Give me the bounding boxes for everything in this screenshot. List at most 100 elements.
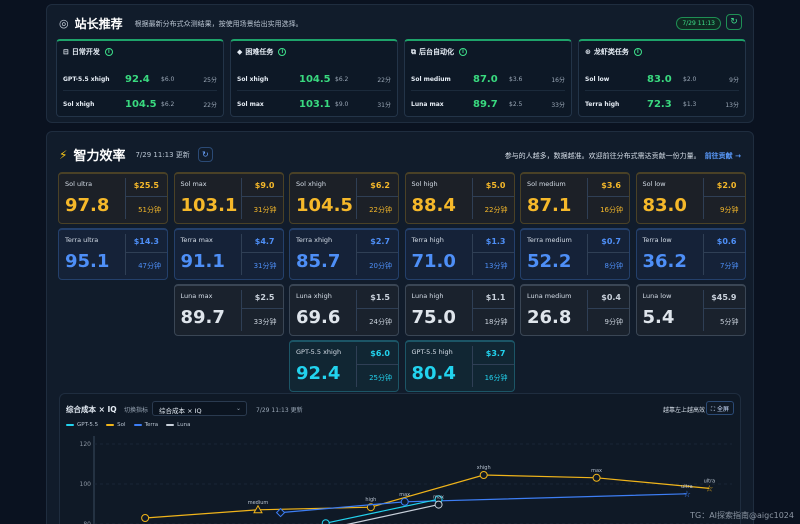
- divider: [125, 234, 126, 275]
- model-card-luna[interactable]: Luna medium 26.8 $0.4 9分钟: [520, 284, 630, 336]
- model-card-sol[interactable]: Sol low 83.0 $2.0 9分钟: [635, 172, 746, 224]
- info-icon[interactable]: i: [459, 48, 467, 56]
- info-icon[interactable]: i: [104, 48, 113, 56]
- model-card-gpt[interactable]: GPT-5.5 high 80.4 $3.7 16分钟: [404, 340, 515, 392]
- recommendation-card[interactable]: ⧉ 后台自动化 i Sol medium 87.0 $3.6 16分 Luna max 89.7…: [404, 39, 572, 117]
- divider: [472, 308, 514, 309]
- model-card-terra[interactable]: Terra ultra 95.1 $14.3 47分钟: [58, 228, 168, 280]
- data-point: [253, 504, 263, 514]
- divider: [472, 364, 514, 365]
- model-name: Terra high: [411, 236, 444, 244]
- divider: [471, 346, 473, 387]
- data-point-label: max: [433, 495, 444, 501]
- model-card-sol[interactable]: Sol high 88.4 $5.0 22分钟: [404, 172, 515, 224]
- model-iq-score: 85.7: [296, 251, 341, 272]
- recommendation-title: 站长推荐: [74, 17, 123, 31]
- model-card-sol[interactable]: Sol xhigh 104.5 $6.2 22分钟: [289, 172, 399, 224]
- chart-legend: GPT-5.5 Sol Terra Luna: [66, 422, 190, 428]
- efficiency-panel: ⚡ 智力效率 7/29 11:13 更新 ↻ 参与的人越多，数据越准。欢迎前往分…: [46, 131, 754, 524]
- model-cost: $5.0: [485, 181, 506, 190]
- chevron-down-icon: ⌄: [235, 405, 241, 412]
- model-card-terra[interactable]: Terra xhigh 85.7 $2.7 20分钟: [289, 228, 399, 280]
- model-iq-score: 52.2: [527, 251, 572, 272]
- model-cost: $0.4: [601, 293, 621, 302]
- model-card-terra[interactable]: Terra max 91.1 $4.7 31分钟: [173, 228, 284, 280]
- y-tick-label: 100: [80, 481, 92, 488]
- legend-item[interactable]: Luna: [166, 422, 190, 428]
- recommendation-row: Sol medium 87.0 $3.6 16分: [411, 69, 565, 91]
- contribute-link[interactable]: 前往贡献 →: [704, 152, 741, 160]
- legend-item[interactable]: Terra: [133, 422, 158, 428]
- model-time: 31分钟: [253, 206, 277, 214]
- model-time: 9分: [729, 77, 739, 84]
- fullscreen-button[interactable]: ⛶ 全屏: [705, 401, 734, 415]
- recommendation-card[interactable]: ◆ 困难任务 i Sol xhigh 104.5 $6.2 22分 Sol max 103.1 $…: [230, 39, 398, 117]
- model-time: 22分钟: [484, 206, 508, 214]
- model-card-sol[interactable]: Sol max 103.1 $9.0 31分钟: [173, 172, 284, 224]
- model-card-gpt[interactable]: GPT-5.5 xhigh 92.4 $6.0 25分钟: [289, 340, 399, 392]
- refresh-icon[interactable]: ↻: [726, 14, 742, 30]
- info-icon[interactable]: i: [278, 48, 287, 56]
- metric-select[interactable]: 综合成本 × IQ ⌄: [152, 401, 247, 416]
- divider: [357, 252, 398, 253]
- model-iq-score: 26.8: [527, 307, 572, 328]
- model-card-terra[interactable]: Terra low 36.2 $0.6 7分钟: [635, 228, 746, 280]
- model-name: Luna max: [180, 292, 213, 300]
- model-cost: $6.2: [370, 181, 390, 190]
- divider: [588, 308, 629, 309]
- legend-item[interactable]: Sol: [106, 422, 126, 428]
- info-icon[interactable]: i: [633, 48, 642, 56]
- model-cost: $3.7: [485, 349, 506, 358]
- model-cost: $2.0: [716, 181, 737, 190]
- model-cost: $25.5: [133, 181, 159, 190]
- model-card-luna[interactable]: Luna low 5.4 $45.9 5分钟: [635, 284, 746, 336]
- model-card-terra[interactable]: Terra high 71.0 $1.3 13分钟: [404, 228, 515, 280]
- recommendation-card[interactable]: ⊛ 龙虾类任务 i Sol low 83.0 $2.0 9分 Terra high 72.3 $1…: [578, 39, 746, 117]
- model-card-luna[interactable]: Luna max 89.7 $2.5 33分钟: [173, 284, 284, 336]
- divider: [703, 252, 745, 253]
- model-iq-score: 71.0: [411, 251, 456, 272]
- refresh-icon[interactable]: ↻: [197, 147, 213, 162]
- model-cost: $2.0: [683, 76, 697, 83]
- chart-update-time: 7/29 11:13 更新: [256, 407, 303, 414]
- model-time: 7分钟: [720, 262, 739, 270]
- model-iq-score: 36.2: [642, 251, 687, 272]
- model-time: 13分: [725, 101, 739, 109]
- model-card-luna[interactable]: Luna xhigh 69.6 $1.5 24分钟: [289, 284, 399, 336]
- data-point: ☆: [705, 484, 713, 494]
- recommendation-header: ◎ 站长推荐 根据最新分布式众测结果，按使用场景给出实用选择。: [59, 15, 303, 32]
- recommendation-card-header: ◆ 困难任务 i: [237, 47, 287, 57]
- data-point-label: high: [365, 497, 376, 503]
- update-time-badge: 7/29 11:13: [676, 17, 721, 30]
- model-card-luna[interactable]: Luna high 75.0 $1.1 18分钟: [404, 284, 515, 336]
- model-name: Sol max: [180, 180, 207, 188]
- legend-item[interactable]: GPT-5.5: [66, 422, 98, 428]
- divider: [702, 234, 704, 275]
- model-name: Sol xhigh: [296, 180, 326, 188]
- divider: [241, 252, 283, 253]
- model-card-sol[interactable]: Sol medium 87.1 $3.6 16分钟: [520, 172, 630, 224]
- divider: [357, 308, 398, 309]
- recommendation-card[interactable]: ⊟ 日常开发 i GPT-5.5 xhigh 92.4 $6.0 25分 Sol xhigh 1…: [56, 39, 224, 117]
- data-point-label: ultra: [704, 478, 716, 484]
- model-cost: $1.1: [485, 293, 506, 302]
- model-card-sol[interactable]: Sol ultra 97.8 $25.5 51分钟: [58, 172, 168, 224]
- model-score: 89.7: [473, 98, 498, 110]
- data-point: [592, 473, 601, 482]
- model-name: Terra high: [585, 100, 620, 108]
- efficiency-update-time: 7/29 11:13 更新: [135, 150, 190, 159]
- bolt-icon: ⚡: [59, 147, 68, 162]
- model-iq-score: 75.0: [411, 307, 456, 328]
- model-time: 9分钟: [720, 206, 739, 214]
- model-card-terra[interactable]: Terra medium 52.2 $0.7 8分钟: [520, 228, 630, 280]
- divider: [472, 252, 514, 253]
- model-name: Sol xhigh: [63, 100, 95, 108]
- recommendation-card-header: ⊛ 龙虾类任务 i: [585, 47, 642, 57]
- recommendation-panel: ◎ 站长推荐 根据最新分布式众测结果，按使用场景给出实用选择。 7/29 11:…: [46, 4, 754, 123]
- model-cost: $9.0: [254, 181, 275, 190]
- divider: [703, 308, 745, 309]
- model-iq-score: 97.8: [65, 195, 110, 216]
- model-time: 47分钟: [138, 262, 161, 270]
- model-cost: $1.5: [370, 293, 390, 302]
- model-name: Sol max: [237, 100, 264, 108]
